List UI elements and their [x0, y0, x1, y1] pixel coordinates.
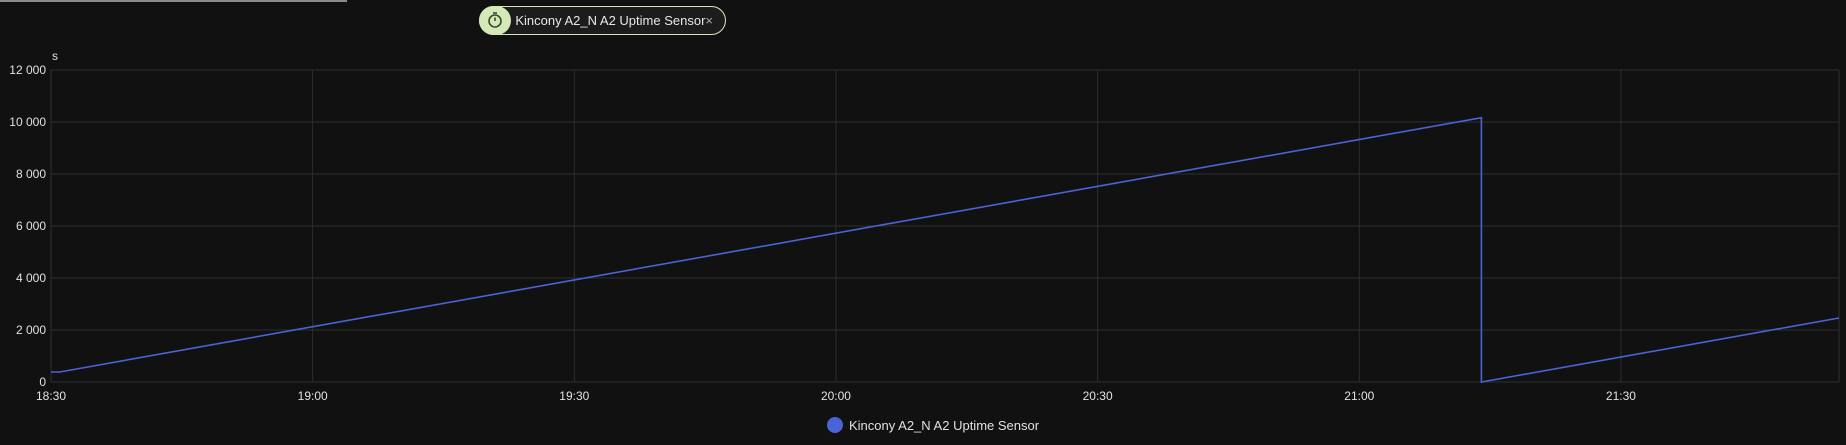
y-tick-label: 8 000	[16, 167, 46, 181]
entity-chip[interactable]: Kincony A2_N A2 Uptime Sensor ×	[479, 5, 726, 35]
x-tick-label: 21:30	[1606, 389, 1636, 403]
close-icon[interactable]: ×	[705, 13, 713, 28]
top-divider	[0, 0, 347, 2]
y-tick-label: 4 000	[16, 271, 46, 285]
x-tick-label: 20:30	[1083, 389, 1113, 403]
y-tick-label: 0	[39, 375, 46, 389]
x-tick-label: 21:00	[1344, 389, 1374, 403]
y-axis-unit: s	[52, 49, 58, 63]
x-tick-label: 20:00	[821, 389, 851, 403]
timer-icon	[479, 5, 512, 35]
legend-label: Kincony A2_N A2 Uptime Sensor	[849, 417, 1040, 433]
y-tick-label: 6 000	[16, 219, 46, 233]
uptime-chart: 0 2 000 4 000 6 000 8 000 10 000 12 000 18:30 1…	[9, 49, 1840, 403]
x-tick-label: 18:30	[36, 389, 66, 403]
y-tick-label: 10 000	[9, 115, 46, 129]
x-tick-label: 19:00	[298, 389, 328, 403]
x-tick-label: 19:30	[559, 389, 589, 403]
series-line	[51, 116, 1840, 383]
legend-item[interactable]: Kincony A2_N A2 Uptime Sensor	[827, 417, 1039, 433]
y-tick-label: 12 000	[9, 63, 46, 77]
y-tick-label: 2 000	[16, 323, 46, 337]
legend-dot-icon	[827, 417, 843, 433]
chip-label: Kincony A2_N A2 Uptime Sensor	[515, 13, 706, 28]
